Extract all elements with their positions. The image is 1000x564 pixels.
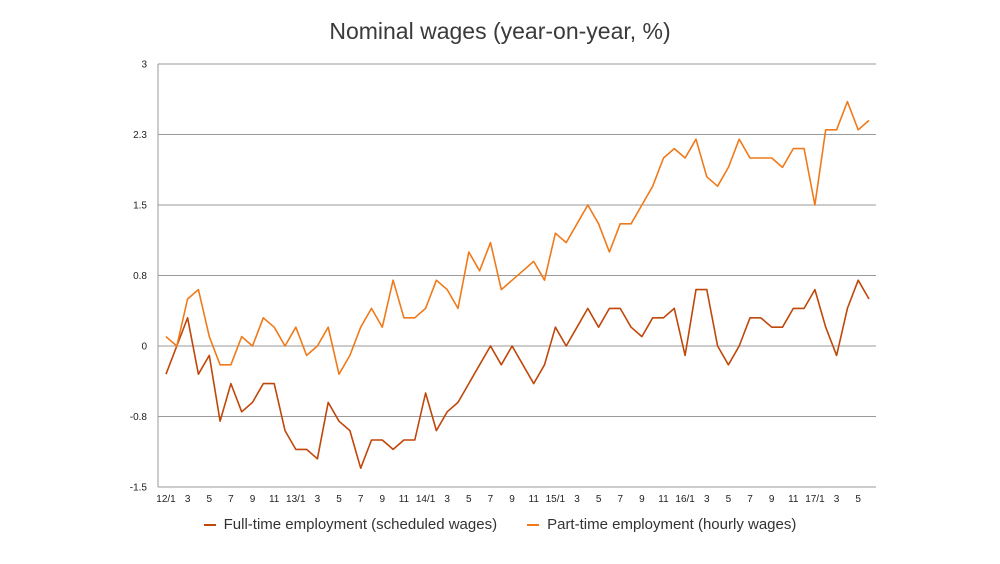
x-tick-label: 5: [855, 494, 861, 505]
legend-swatch-part-time: [527, 523, 540, 526]
x-tick-label: 11: [399, 494, 410, 505]
x-tick-label: 5: [596, 494, 602, 505]
series-line-full-time: [165, 279, 870, 470]
y-tick-label: 0: [141, 342, 147, 353]
y-tick-label: -1.5: [130, 483, 148, 494]
x-tick-label: 3: [444, 494, 450, 505]
x-tick-label: 9: [250, 494, 256, 505]
x-tick-label: 7: [617, 494, 623, 505]
x-tick-label: 3: [315, 494, 321, 505]
x-tick-label: 12/1: [156, 494, 176, 505]
x-tick-label: 17/1: [805, 494, 825, 505]
x-tick-label: 7: [358, 494, 364, 505]
legend-label-full-time: Full-time employment (scheduled wages): [223, 516, 498, 533]
x-tick-label: 15/1: [546, 494, 566, 505]
x-tick-label: 11: [658, 494, 669, 505]
x-tick-label: 3: [704, 494, 710, 505]
x-tick-label: 9: [509, 494, 515, 505]
x-tick-label: 9: [380, 494, 386, 505]
x-tick-label: 3: [574, 494, 580, 505]
x-tick-label: 3: [185, 494, 191, 505]
x-tick-label: 5: [206, 494, 212, 505]
x-tick-label: 7: [228, 494, 234, 505]
x-tick-label: 5: [336, 494, 342, 505]
x-tick-label: 11: [529, 494, 540, 505]
x-tick-label: 5: [466, 494, 472, 505]
x-tick-label: 9: [639, 494, 645, 505]
y-axis-ticks: 3 2.3 1.5 0.8 0 -0.8 -1.5: [130, 60, 148, 494]
y-tick-label: 0.8: [133, 271, 147, 282]
x-tick-label: 7: [488, 494, 494, 505]
y-tick-label: 3: [141, 60, 147, 71]
x-tick-label: 3: [834, 494, 840, 505]
x-axis-ticks: 12/1 3 5 7 9 11 13/1 3 5 7 9 11 14/1 3 5 7 9 11 15/1 3 5 7 9 11…: [156, 494, 861, 505]
x-tick-label: 11: [269, 494, 280, 505]
y-tick-label: 2.3: [133, 130, 147, 141]
x-tick-label: 16/1: [675, 494, 695, 505]
x-tick-label: 9: [769, 494, 775, 505]
legend: Full-time employment (scheduled wages) P…: [0, 516, 1000, 533]
y-tick-label: 1.5: [133, 201, 147, 212]
legend-item-part-time: Part-time employment (hourly wages): [527, 516, 796, 533]
x-tick-label: 11: [788, 494, 799, 505]
y-tick-label: -0.8: [130, 412, 148, 423]
chart-title: Nominal wages (year-on-year, %): [329, 18, 671, 44]
series-line-part-time: [165, 100, 870, 376]
x-tick-label: 14/1: [416, 494, 436, 505]
x-tick-label: 13/1: [286, 494, 306, 505]
legend-label-part-time: Part-time employment (hourly wages): [547, 516, 797, 533]
series-lines: [165, 100, 870, 470]
legend-swatch-full-time: [203, 523, 216, 526]
x-tick-label: 5: [726, 494, 732, 505]
legend-item-full-time: Full-time employment (scheduled wages): [203, 516, 498, 533]
gridlines: [157, 63, 876, 488]
x-tick-label: 7: [747, 494, 753, 505]
